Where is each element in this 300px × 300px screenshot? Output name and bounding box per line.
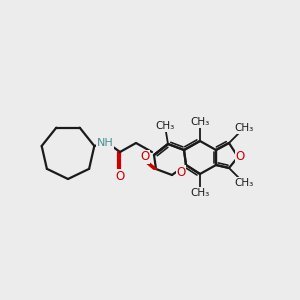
Text: CH₃: CH₃ xyxy=(190,188,210,198)
Text: CH₃: CH₃ xyxy=(234,123,254,133)
Text: O: O xyxy=(236,151,244,164)
Text: O: O xyxy=(140,151,150,164)
Text: NH: NH xyxy=(97,138,113,148)
Text: CH₃: CH₃ xyxy=(155,121,175,131)
Text: CH₃: CH₃ xyxy=(190,117,210,127)
Text: O: O xyxy=(176,166,186,178)
Text: CH₃: CH₃ xyxy=(234,178,254,188)
Text: O: O xyxy=(116,169,124,182)
